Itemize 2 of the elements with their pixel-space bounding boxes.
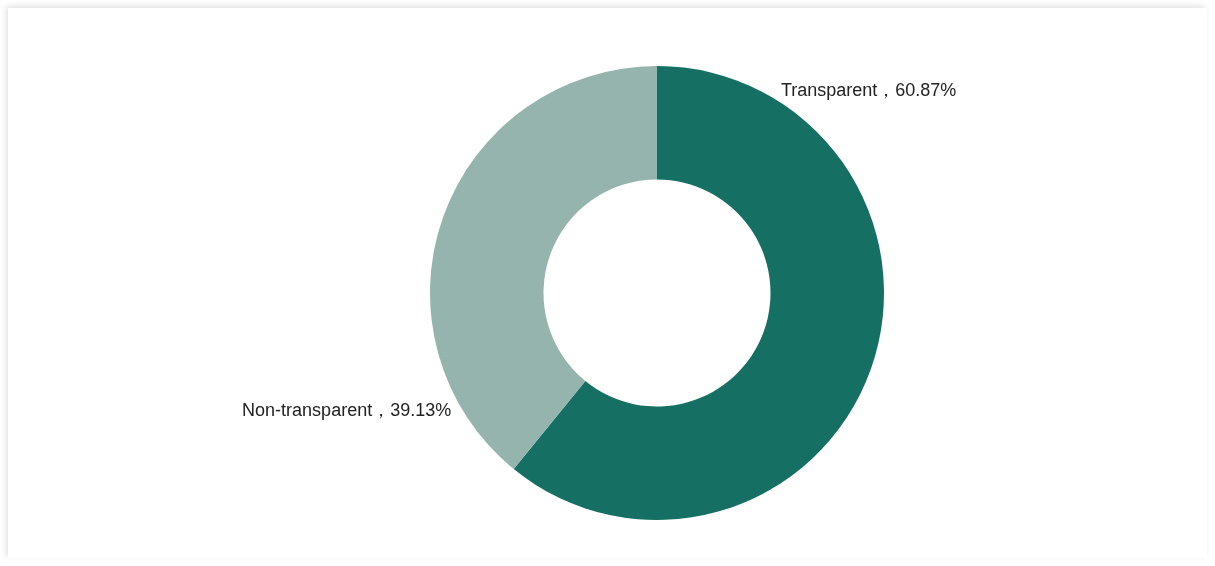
slice-label: Non-transparent，39.13%: [242, 399, 452, 420]
slice-label: Transparent，60.87%: [780, 79, 957, 100]
